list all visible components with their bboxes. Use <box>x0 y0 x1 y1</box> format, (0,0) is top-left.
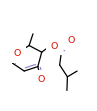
Text: O: O <box>50 42 58 51</box>
Text: O: O <box>37 75 44 84</box>
Text: O: O <box>14 49 21 58</box>
Text: O: O <box>68 36 75 45</box>
